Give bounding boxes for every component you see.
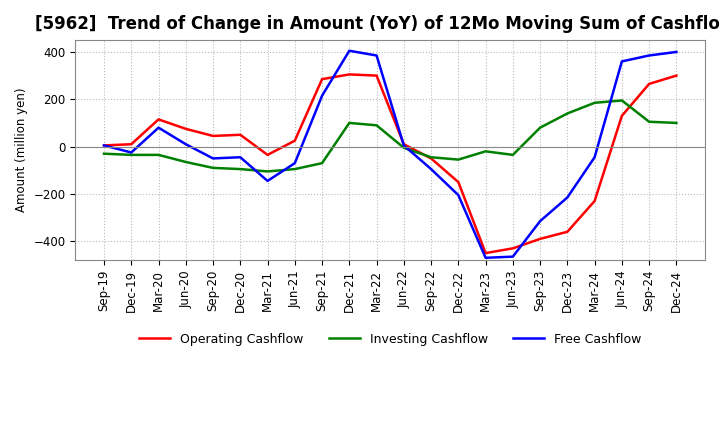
Operating Cashflow <box>236 132 245 137</box>
Investing Cashflow <box>99 151 108 156</box>
Operating Cashflow <box>590 198 599 204</box>
Investing Cashflow <box>563 111 572 116</box>
Operating Cashflow <box>427 156 436 161</box>
Operating Cashflow <box>181 126 190 132</box>
Free Cashflow <box>563 195 572 200</box>
Operating Cashflow <box>400 142 408 147</box>
Operating Cashflow <box>209 133 217 139</box>
Investing Cashflow <box>400 145 408 150</box>
Free Cashflow <box>427 166 436 172</box>
Free Cashflow <box>508 254 517 259</box>
Line: Operating Cashflow: Operating Cashflow <box>104 74 676 253</box>
Investing Cashflow <box>264 169 272 174</box>
Operating Cashflow <box>318 77 326 82</box>
Operating Cashflow <box>481 250 490 256</box>
Operating Cashflow <box>508 246 517 251</box>
Investing Cashflow <box>645 119 654 125</box>
Free Cashflow <box>454 192 463 198</box>
Free Cashflow <box>318 93 326 99</box>
Investing Cashflow <box>209 165 217 171</box>
Investing Cashflow <box>590 100 599 106</box>
Investing Cashflow <box>181 159 190 165</box>
Operating Cashflow <box>645 81 654 87</box>
Investing Cashflow <box>318 161 326 166</box>
Investing Cashflow <box>618 98 626 103</box>
Free Cashflow <box>400 143 408 148</box>
Operating Cashflow <box>154 117 163 122</box>
Free Cashflow <box>99 143 108 148</box>
Investing Cashflow <box>427 154 436 160</box>
Free Cashflow <box>536 219 544 224</box>
Line: Free Cashflow: Free Cashflow <box>104 51 676 258</box>
Line: Investing Cashflow: Investing Cashflow <box>104 100 676 172</box>
Investing Cashflow <box>345 120 354 125</box>
Operating Cashflow <box>672 73 680 78</box>
Free Cashflow <box>236 154 245 160</box>
Title: [5962]  Trend of Change in Amount (YoY) of 12Mo Moving Sum of Cashflows: [5962] Trend of Change in Amount (YoY) o… <box>35 15 720 33</box>
Investing Cashflow <box>154 152 163 158</box>
Free Cashflow <box>181 142 190 147</box>
Free Cashflow <box>264 178 272 183</box>
Free Cashflow <box>345 48 354 53</box>
Operating Cashflow <box>563 229 572 235</box>
Y-axis label: Amount (million yen): Amount (million yen) <box>15 88 28 213</box>
Operating Cashflow <box>264 152 272 158</box>
Legend: Operating Cashflow, Investing Cashflow, Free Cashflow: Operating Cashflow, Investing Cashflow, … <box>134 328 647 351</box>
Free Cashflow <box>590 154 599 160</box>
Investing Cashflow <box>536 125 544 130</box>
Operating Cashflow <box>372 73 381 78</box>
Operating Cashflow <box>618 113 626 118</box>
Operating Cashflow <box>536 236 544 242</box>
Operating Cashflow <box>99 143 108 148</box>
Investing Cashflow <box>508 152 517 158</box>
Free Cashflow <box>672 49 680 55</box>
Investing Cashflow <box>127 152 135 158</box>
Free Cashflow <box>372 53 381 58</box>
Free Cashflow <box>127 150 135 155</box>
Investing Cashflow <box>236 166 245 172</box>
Operating Cashflow <box>454 180 463 185</box>
Free Cashflow <box>618 59 626 64</box>
Free Cashflow <box>481 255 490 260</box>
Operating Cashflow <box>290 138 299 143</box>
Free Cashflow <box>154 125 163 130</box>
Investing Cashflow <box>454 157 463 162</box>
Investing Cashflow <box>290 166 299 172</box>
Investing Cashflow <box>372 123 381 128</box>
Investing Cashflow <box>481 149 490 154</box>
Free Cashflow <box>290 161 299 166</box>
Operating Cashflow <box>345 72 354 77</box>
Free Cashflow <box>645 53 654 58</box>
Investing Cashflow <box>672 120 680 125</box>
Free Cashflow <box>209 156 217 161</box>
Operating Cashflow <box>127 142 135 147</box>
